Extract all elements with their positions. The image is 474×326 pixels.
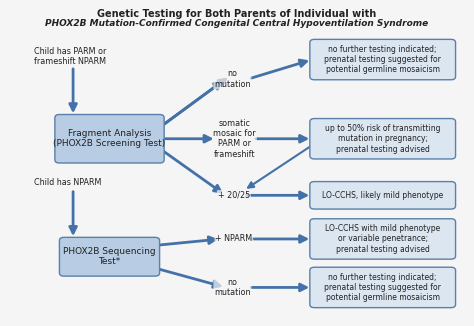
Text: somatic
mosaic for
PARM or
frameshift: somatic mosaic for PARM or frameshift — [213, 119, 256, 159]
Text: up to 50% risk of transmitting
mutation in pregnancy;
prenatal testing advised: up to 50% risk of transmitting mutation … — [325, 124, 440, 154]
Text: PHOX2B Mutation-Confirmed Congenital Central Hypoventilation Syndrome: PHOX2B Mutation-Confirmed Congenital Cen… — [46, 19, 428, 28]
FancyBboxPatch shape — [55, 114, 164, 163]
Text: Fragment Analysis
(PHOX2B Screening Test): Fragment Analysis (PHOX2B Screening Test… — [54, 129, 165, 148]
Text: no further testing indicated;
prenatal testing suggested for
potential germline : no further testing indicated; prenatal t… — [324, 45, 441, 74]
Text: no further testing indicated;
prenatal testing suggested for
potential germline : no further testing indicated; prenatal t… — [324, 273, 441, 302]
Text: PHOX2B Sequencing
Test*: PHOX2B Sequencing Test* — [63, 247, 156, 266]
Text: Genetic Testing for Both Parents of Individual with: Genetic Testing for Both Parents of Indi… — [97, 9, 377, 20]
Text: LO-CCHS, likely mild phenotype: LO-CCHS, likely mild phenotype — [322, 191, 443, 200]
Text: no
mutation: no mutation — [214, 278, 251, 297]
Text: + NPARM: + NPARM — [215, 234, 252, 244]
FancyBboxPatch shape — [310, 119, 456, 159]
Text: Child has NPARM: Child has NPARM — [35, 178, 102, 187]
FancyBboxPatch shape — [310, 39, 456, 80]
FancyBboxPatch shape — [310, 267, 456, 308]
FancyBboxPatch shape — [310, 219, 456, 259]
FancyBboxPatch shape — [59, 237, 160, 276]
Text: no
mutation: no mutation — [214, 69, 251, 89]
Text: LO-CCHS with mild phenotype
or variable penetrance;
prenatal testing advised: LO-CCHS with mild phenotype or variable … — [325, 224, 440, 254]
Text: + 20/25: + 20/25 — [218, 191, 250, 200]
Text: Child has PARM or
frameshift NPARM: Child has PARM or frameshift NPARM — [35, 47, 107, 66]
FancyBboxPatch shape — [310, 182, 456, 209]
